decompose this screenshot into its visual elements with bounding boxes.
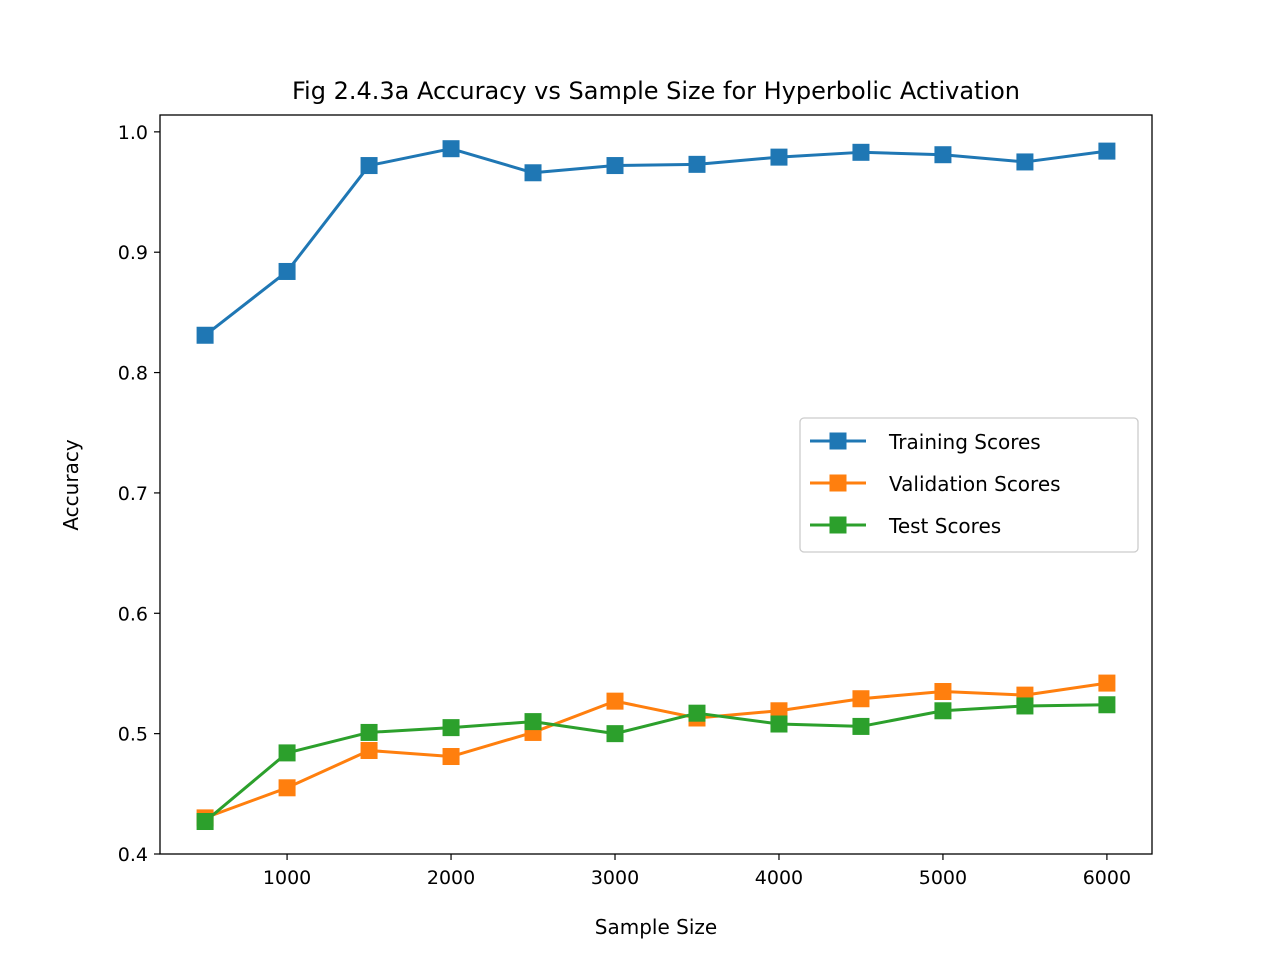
data-point-marker xyxy=(278,262,296,280)
data-point-marker xyxy=(360,741,378,759)
legend-marker xyxy=(829,432,847,450)
data-point-marker xyxy=(852,143,870,161)
x-tick-label: 1000 xyxy=(263,867,311,889)
data-point-marker xyxy=(278,779,296,797)
data-point-marker xyxy=(1098,674,1116,692)
axis-ticks: 1000 2000 3000 4000 5000 6000 0.4 0.5 0.6 0.7 0.8 0… xyxy=(118,122,1131,889)
plot-area xyxy=(196,140,1116,831)
data-point-marker xyxy=(1098,142,1116,160)
y-tick-label: 1.0 xyxy=(118,122,148,144)
y-tick-label: 0.6 xyxy=(118,603,148,625)
y-tick-label: 0.7 xyxy=(118,483,148,505)
data-point-marker xyxy=(442,748,460,766)
data-point-marker xyxy=(606,692,624,710)
data-point-marker xyxy=(770,702,788,720)
data-point-marker xyxy=(196,326,214,344)
x-axis-label: Sample Size xyxy=(595,915,717,939)
y-tick-label: 0.5 xyxy=(118,724,148,746)
x-tick-label: 4000 xyxy=(755,867,803,889)
data-point-marker xyxy=(1098,696,1116,714)
data-point-marker xyxy=(360,157,378,175)
data-point-marker xyxy=(1016,697,1034,715)
legend-label: Test Scores xyxy=(888,514,1001,538)
series-line-0 xyxy=(204,147,1108,337)
data-point-marker xyxy=(934,702,952,720)
data-point-marker xyxy=(524,164,542,182)
axes-frame xyxy=(159,114,1153,855)
series-line-2 xyxy=(204,703,1107,823)
legend: Training Scores Validation Scores Test Sco… xyxy=(799,417,1139,553)
legend-box xyxy=(799,417,1139,553)
legend-marker xyxy=(829,516,847,534)
data-point-marker xyxy=(196,813,214,831)
data-point-marker xyxy=(442,140,460,158)
data-point-marker xyxy=(852,690,870,708)
data-point-marker xyxy=(852,717,870,735)
data-point-marker xyxy=(606,157,624,175)
data-point-marker xyxy=(1016,153,1034,171)
data-point-marker xyxy=(360,723,378,741)
legend-label: Validation Scores xyxy=(889,472,1061,496)
data-point-marker xyxy=(770,148,788,166)
data-point-marker xyxy=(688,704,706,722)
y-axis-label: Accuracy xyxy=(59,439,83,530)
y-tick-label: 0.8 xyxy=(118,363,148,385)
data-point-marker xyxy=(442,719,460,737)
series-line-1 xyxy=(204,681,1108,820)
y-tick-label: 0.9 xyxy=(118,242,148,264)
data-point-marker xyxy=(770,715,788,733)
data-point-marker xyxy=(934,683,952,701)
legend-label: Training Scores xyxy=(888,430,1041,454)
data-point-marker xyxy=(934,146,952,164)
data-point-marker xyxy=(606,725,624,743)
x-tick-label: 2000 xyxy=(427,867,475,889)
data-point-marker xyxy=(688,155,706,173)
x-tick-label: 5000 xyxy=(919,867,967,889)
data-point-marker xyxy=(278,744,296,762)
legend-marker xyxy=(829,474,847,492)
data-point-marker xyxy=(524,713,542,731)
x-tick-label: 3000 xyxy=(591,867,639,889)
chart-title: Fig 2.4.3a Accuracy vs Sample Size for H… xyxy=(292,77,1020,105)
y-tick-label: 0.4 xyxy=(118,844,148,866)
x-tick-label: 6000 xyxy=(1083,867,1131,889)
